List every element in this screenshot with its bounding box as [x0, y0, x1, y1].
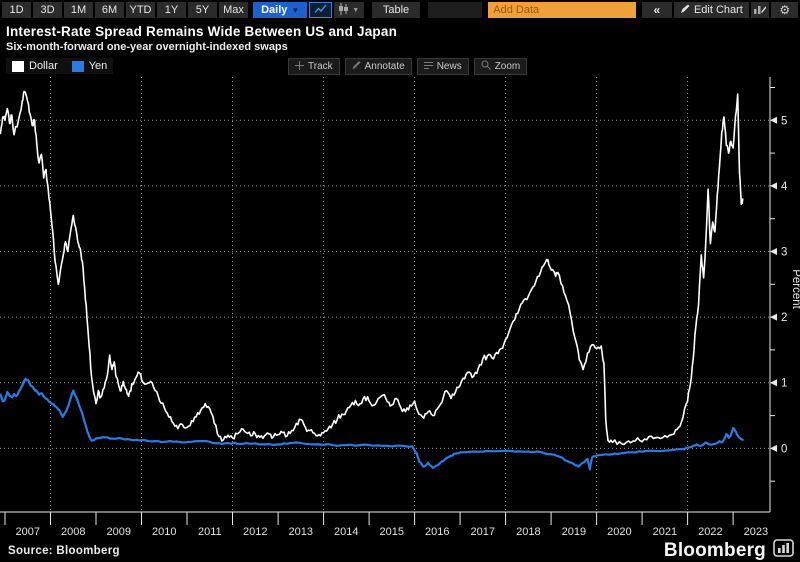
pencil-icon: [680, 4, 690, 17]
svg-text:5: 5: [781, 115, 787, 127]
svg-text:2008: 2008: [61, 526, 85, 537]
page-subtitle: Six-month-forward one-year overnight-ind…: [6, 41, 288, 53]
news-label: News: [436, 61, 462, 72]
svg-text:2011: 2011: [198, 526, 222, 537]
svg-text:4: 4: [781, 181, 788, 193]
range-button-ytd[interactable]: YTD: [126, 2, 155, 18]
range-button-3d[interactable]: 3D: [33, 2, 62, 18]
svg-text:2010: 2010: [152, 526, 176, 537]
range-button-1d[interactable]: 1D: [2, 2, 31, 18]
edit-chart-label: Edit Chart: [693, 4, 743, 16]
frequency-dropdown[interactable]: Daily ▼: [253, 2, 308, 18]
annotate-button[interactable]: Annotate: [344, 58, 412, 75]
annotate-label: Annotate: [364, 61, 405, 72]
range-button-max[interactable]: Max: [219, 2, 248, 18]
chevron-down-icon: ▼: [291, 5, 300, 15]
range-button-1m[interactable]: 1M: [64, 2, 93, 18]
legend-label-dollar: Dollar: [29, 60, 58, 72]
svg-text:0: 0: [781, 443, 787, 455]
toolbar: 1D 3D 1M 6M YTD 1Y 5Y Max Daily ▼ ▼ Table Add D…: [0, 0, 800, 20]
chart-tool-buttons: Track Annotate News Zoom: [288, 58, 528, 75]
legend-item-dollar[interactable]: Dollar: [12, 60, 58, 72]
chevron-down-icon: ▼: [352, 6, 360, 14]
edit-chart-button[interactable]: Edit Chart: [673, 2, 749, 18]
svg-text:2012: 2012: [243, 526, 267, 537]
pencil-icon: [352, 60, 361, 73]
svg-text:2007: 2007: [16, 526, 40, 537]
track-button[interactable]: Track: [288, 58, 340, 75]
svg-text:2021: 2021: [653, 526, 677, 537]
svg-text:Percent: Percent: [790, 269, 800, 309]
source-label: Source: Bloomberg: [8, 544, 120, 557]
yen-swatch: [71, 60, 84, 72]
zoom-label: Zoom: [494, 61, 521, 72]
svg-text:2018: 2018: [516, 526, 540, 537]
svg-text:2017: 2017: [471, 526, 495, 537]
crosshair-icon: [295, 60, 304, 73]
zoom-button[interactable]: Zoom: [473, 58, 528, 75]
add-data-input[interactable]: Add Data: [488, 2, 636, 18]
range-button-6m[interactable]: 6M: [95, 2, 124, 18]
chart-plot[interactable]: 0 1 2 3 4 5 2007 2008 2009 2010 2011 2012 2013 2014 20…: [0, 77, 800, 537]
dollar-swatch: [12, 60, 24, 72]
legend: Dollar Yen: [6, 58, 114, 74]
chart-pencil-icon: [754, 3, 767, 17]
legend-item-yen[interactable]: Yen: [71, 60, 108, 72]
news-lines-icon: [423, 61, 433, 73]
svg-text:2019: 2019: [562, 526, 586, 537]
svg-text:2023: 2023: [744, 526, 768, 537]
gear-icon-button[interactable]: ⚙: [771, 2, 798, 18]
svg-text:2015: 2015: [380, 526, 404, 537]
bloomberg-logo-icon: [773, 539, 794, 562]
svg-text:3: 3: [781, 247, 787, 259]
legend-label-yen: Yen: [88, 60, 108, 72]
chart-header: Interest-Rate Spread Remains Wide Betwee…: [0, 20, 800, 56]
news-button[interactable]: News: [416, 58, 469, 75]
range-button-1y[interactable]: 1Y: [157, 2, 186, 18]
magnifier-icon: [481, 60, 491, 73]
svg-text:2016: 2016: [425, 526, 449, 537]
range-button-5y[interactable]: 5Y: [188, 2, 217, 18]
track-label: Track: [308, 61, 333, 72]
svg-text:2022: 2022: [698, 526, 722, 537]
chart-region: 0 1 2 3 4 5 2007 2008 2009 2010 2011 2012 2013 2014 20…: [0, 56, 800, 537]
security-input[interactable]: [428, 2, 483, 18]
table-button[interactable]: Table: [371, 2, 421, 18]
annotate-chart-icon-button[interactable]: [750, 2, 770, 18]
candlestick-chart-type-button[interactable]: ▼: [333, 2, 364, 18]
svg-text:2: 2: [781, 312, 787, 324]
bloomberg-wordmark: Bloomberg: [663, 539, 766, 561]
bloomberg-brand: Bloomberg: [664, 539, 794, 562]
candlestick-icon: [338, 2, 349, 18]
svg-text:2013: 2013: [289, 526, 313, 537]
range-buttons: 1D 3D 1M 6M YTD 1Y 5Y Max: [2, 2, 248, 18]
frequency-label: Daily: [261, 4, 288, 16]
svg-text:1: 1: [781, 378, 787, 390]
page-title: Interest-Rate Spread Remains Wide Betwee…: [6, 24, 398, 39]
svg-text:2014: 2014: [334, 526, 358, 537]
line-chart-icon: [314, 4, 328, 17]
svg-text:2009: 2009: [107, 526, 131, 537]
svg-text:2020: 2020: [607, 526, 631, 537]
collapse-button[interactable]: «: [641, 2, 672, 18]
line-chart-type-button[interactable]: [309, 2, 332, 18]
footer: Source: Bloomberg Bloomberg: [0, 537, 800, 562]
